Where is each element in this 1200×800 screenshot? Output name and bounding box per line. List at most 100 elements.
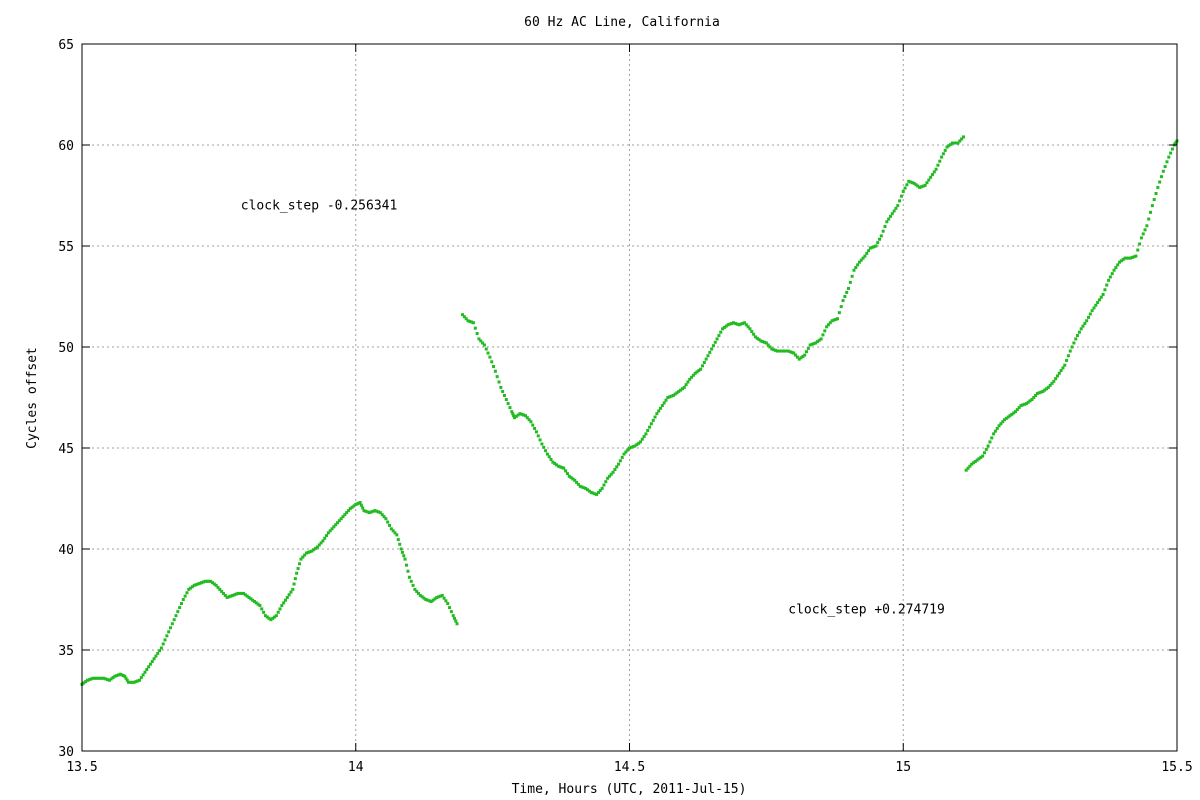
data-point-interp: [1103, 288, 1107, 292]
data-point-interp: [402, 554, 406, 558]
data-point-interp: [977, 457, 981, 461]
data-point-interp: [306, 550, 310, 554]
data-point-interp: [547, 455, 551, 459]
data-point-interp: [538, 438, 542, 442]
data-point-interp: [174, 614, 178, 618]
data-point-interp: [1083, 321, 1087, 325]
data-point-interp: [609, 472, 613, 476]
data-point: [929, 175, 933, 179]
data-point-interp: [1127, 256, 1131, 260]
data-point-interp: [301, 555, 305, 559]
data-point-interp: [1152, 198, 1156, 202]
data-point-interp: [400, 550, 404, 554]
data-point: [214, 583, 218, 587]
data-point-interp: [657, 409, 661, 413]
data-point-interp: [576, 482, 580, 486]
data-point: [225, 595, 229, 599]
data-point-interp: [169, 626, 173, 630]
data-point-interp: [179, 602, 183, 606]
data-point: [1013, 410, 1017, 414]
data-point-interp: [339, 517, 343, 521]
data-point: [803, 353, 807, 357]
data-point-interp: [1119, 259, 1123, 263]
data-point-interp: [772, 348, 776, 352]
data-point-interp: [512, 414, 516, 418]
data-point-interp: [587, 489, 591, 493]
data-point-interp: [810, 342, 814, 346]
data-point-interp: [876, 241, 880, 245]
data-point-interp: [958, 139, 962, 143]
data-point-interp: [1147, 217, 1151, 221]
data-point: [847, 286, 850, 290]
data-point-interp: [470, 320, 474, 324]
data-point: [600, 486, 604, 490]
data-point-interp: [761, 340, 765, 344]
data-point-interp: [1054, 377, 1058, 381]
data-point: [395, 533, 399, 537]
data-point-interp: [104, 677, 108, 681]
data-point-interp: [542, 445, 546, 449]
data-point-interp: [1136, 248, 1140, 252]
data-point: [622, 452, 626, 456]
data-point-interp: [812, 342, 816, 346]
data-point-interp: [95, 676, 99, 680]
data-point-interp: [801, 354, 805, 358]
x-tick-label: 14: [348, 760, 364, 775]
data-point-interp: [1097, 298, 1101, 302]
data-point-interp: [898, 199, 902, 203]
data-point-interp: [805, 350, 809, 354]
data-point-interp: [1138, 242, 1142, 246]
data-point-interp: [229, 594, 233, 598]
data-point: [348, 507, 352, 511]
data-point-interp: [936, 163, 940, 167]
data-point-interp: [938, 159, 942, 163]
data-point-interp: [1105, 283, 1109, 287]
data-point-interp: [783, 349, 787, 353]
data-point: [1085, 319, 1089, 323]
data-point-interp: [87, 678, 91, 682]
data-point-interp: [141, 673, 145, 677]
data-point: [649, 422, 653, 426]
data-point: [628, 446, 631, 450]
y-tick-label: 55: [58, 240, 74, 255]
data-point-interp: [728, 322, 732, 326]
data-point: [1046, 385, 1050, 389]
data-point-interp: [200, 581, 204, 585]
data-point: [907, 179, 911, 183]
data-point-interp: [691, 373, 695, 377]
data-point-interp: [502, 393, 506, 397]
data-point: [181, 598, 185, 601]
data-point-interp: [1010, 412, 1014, 416]
data-point-interp: [690, 375, 694, 379]
data-point: [429, 600, 433, 604]
data-point-interp: [189, 586, 193, 590]
data-point-interp: [993, 429, 997, 433]
data-point: [102, 676, 106, 680]
data-point-interp: [952, 141, 956, 145]
data-point-interp: [711, 344, 715, 348]
data-point-interp: [245, 594, 249, 598]
data-point-interp: [359, 503, 363, 507]
data-point-interp: [1110, 272, 1114, 276]
data-point: [868, 246, 872, 250]
data-point-interp: [794, 353, 798, 357]
data-point-interp: [878, 237, 882, 241]
data-point-interp: [883, 224, 887, 228]
data-point-interp: [558, 465, 562, 469]
data-point: [797, 357, 801, 361]
data-point: [192, 583, 196, 587]
data-point: [274, 614, 278, 618]
data-point: [852, 268, 856, 272]
data-point: [1107, 278, 1111, 282]
data-point: [970, 462, 974, 466]
data-point-interp: [492, 365, 496, 369]
data-point-interp: [870, 245, 874, 249]
data-point-interp: [282, 601, 286, 605]
data-point-interp: [865, 251, 869, 255]
data-point-interp: [442, 596, 446, 600]
data-point: [775, 349, 779, 353]
data-point-interp: [1045, 387, 1049, 391]
data-point: [209, 579, 213, 583]
data-point-interp: [837, 311, 841, 315]
data-point: [1052, 379, 1056, 383]
